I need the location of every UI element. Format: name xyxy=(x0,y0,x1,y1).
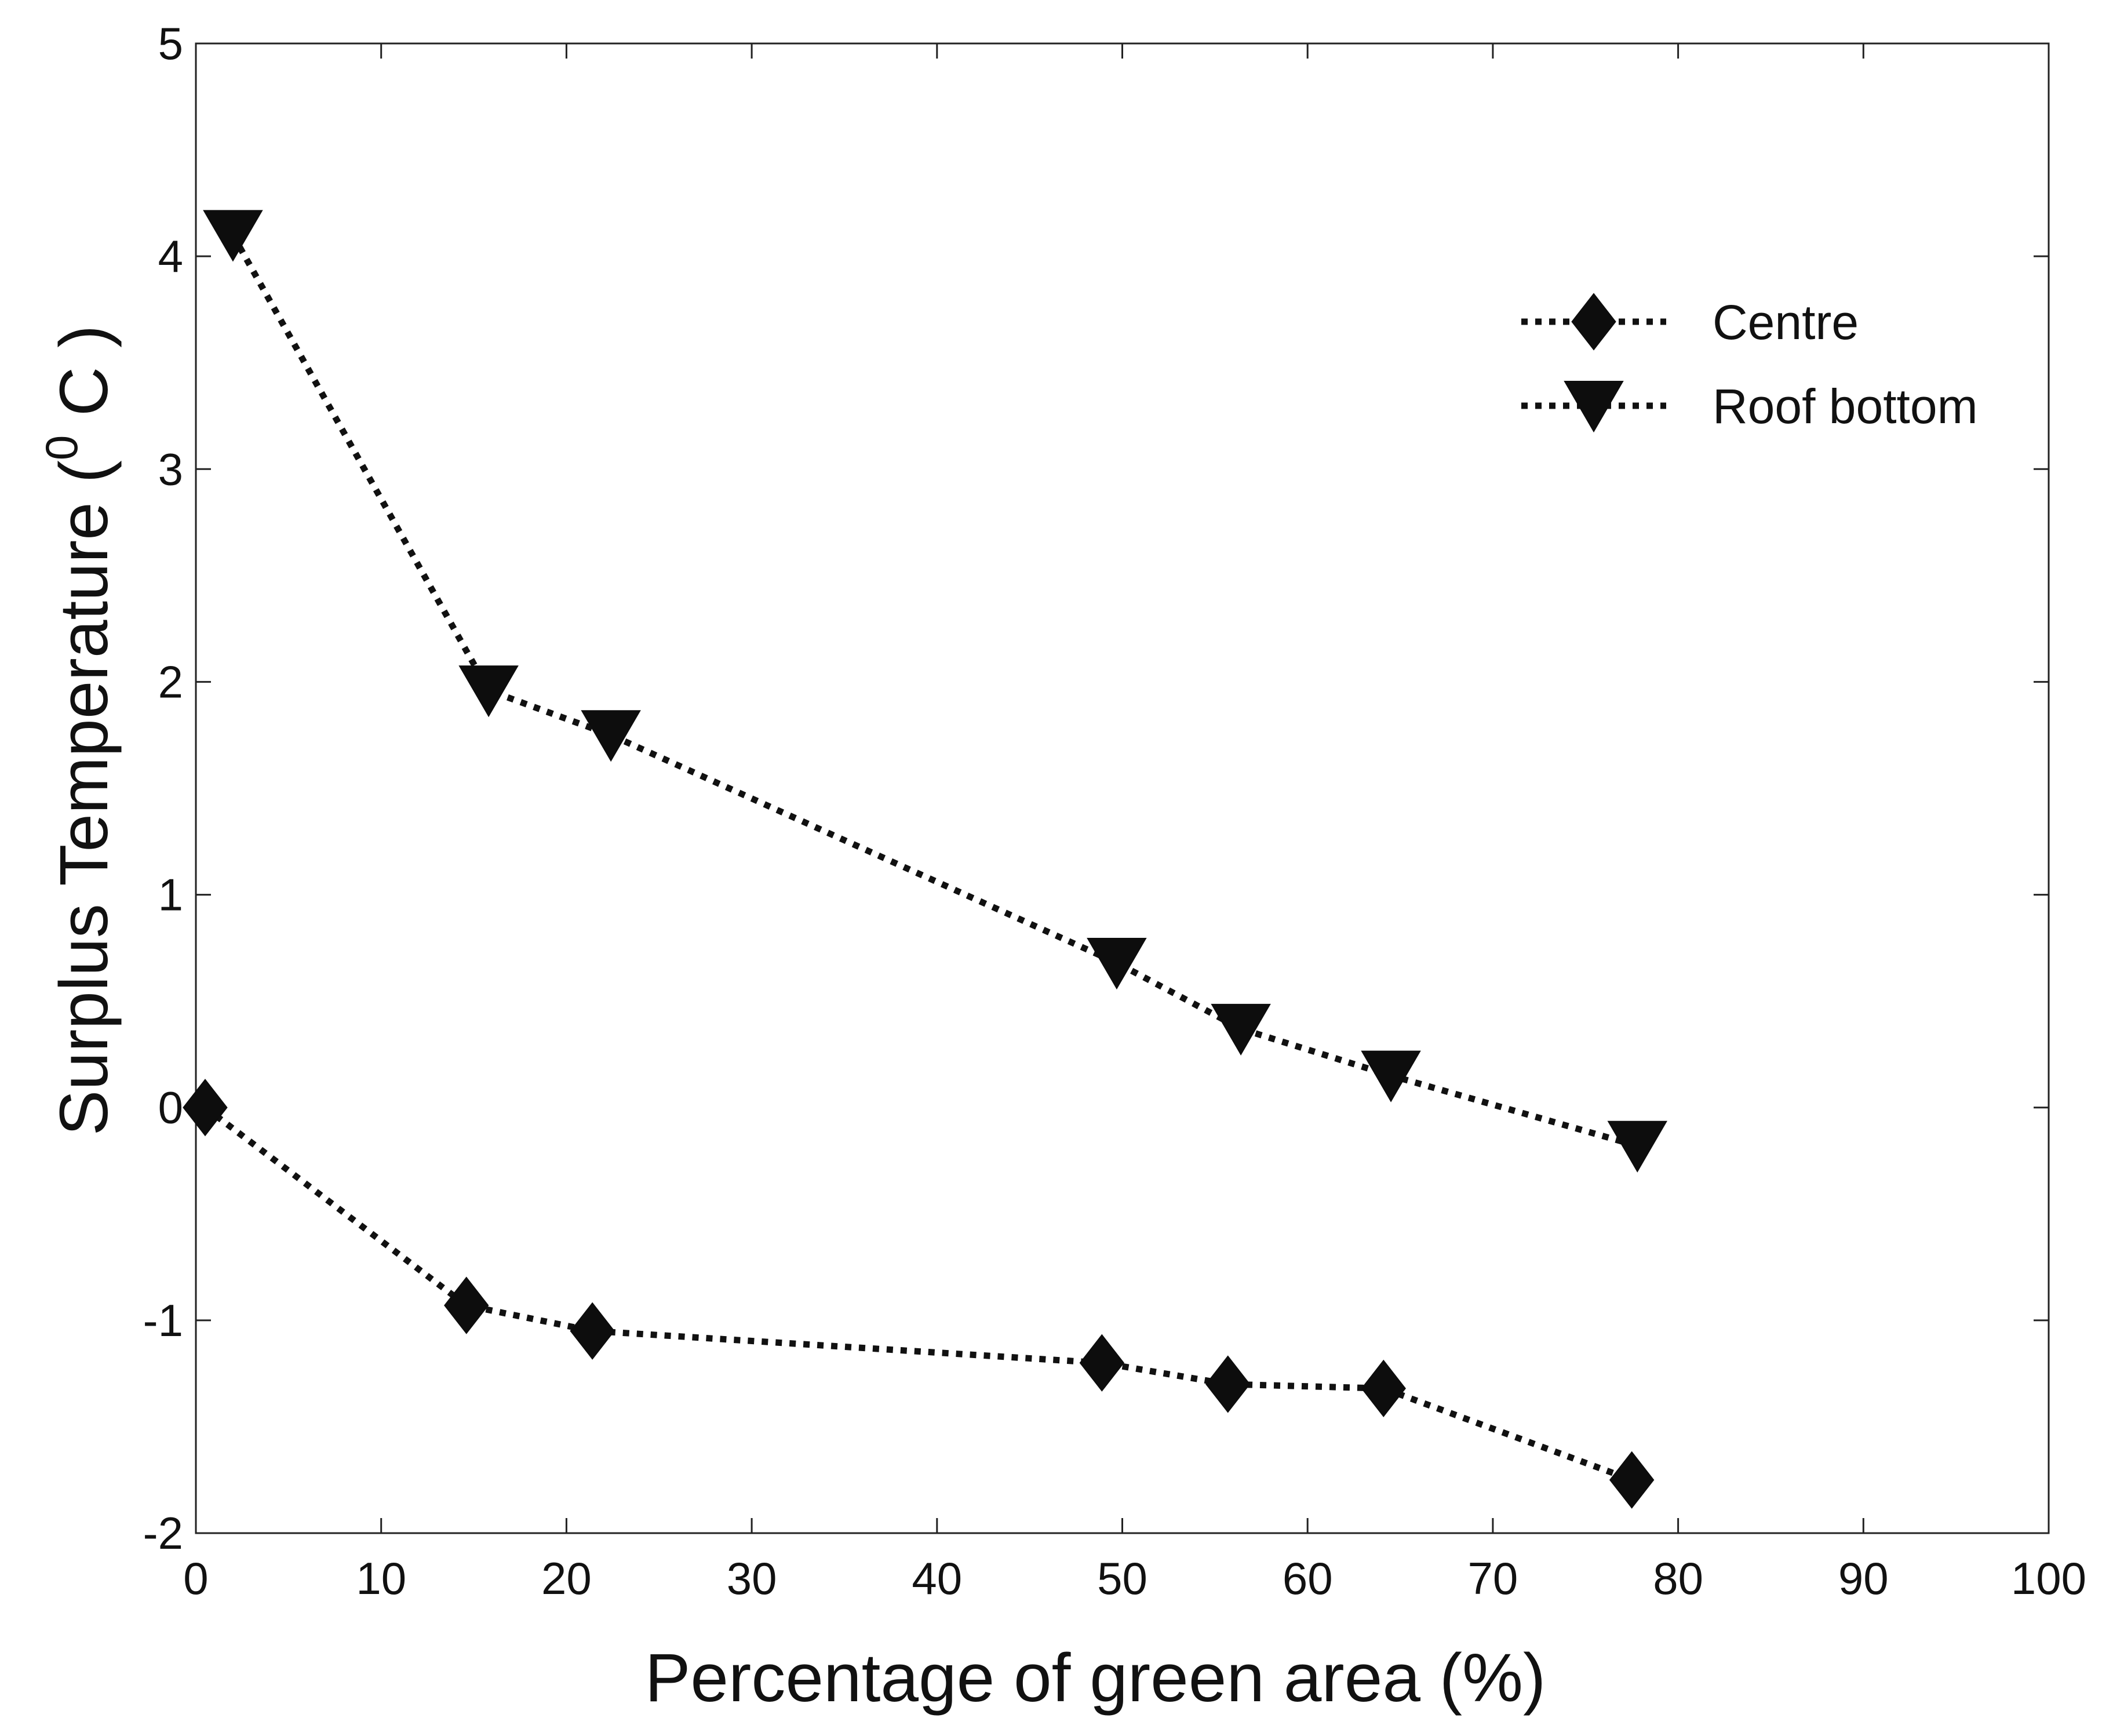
x-tick-label: 100 xyxy=(2011,1553,2086,1604)
y-axis-title-superscript: 0 xyxy=(36,435,87,460)
legend-label-centre: Centre xyxy=(1713,295,1859,350)
x-tick-label: 10 xyxy=(356,1553,406,1604)
series-layer xyxy=(183,210,1668,1509)
x-tick-label: 0 xyxy=(183,1553,208,1604)
data-point-roof-bottom xyxy=(203,210,263,262)
y-axis-title-main: Surplus Temperature ( xyxy=(46,460,122,1136)
y-tick-label: 2 xyxy=(158,656,183,707)
y-tick-label: 3 xyxy=(158,443,183,494)
x-tick-label: 90 xyxy=(1838,1553,1889,1604)
data-point-centre xyxy=(444,1276,489,1334)
series-roof-bottom xyxy=(203,210,1668,1173)
series-line-roof-bottom xyxy=(230,233,1638,1149)
data-point-roof-bottom xyxy=(1211,1003,1271,1056)
y-tick-label: -2 xyxy=(143,1508,183,1559)
data-point-centre xyxy=(1205,1355,1251,1413)
x-tick-label: 20 xyxy=(541,1553,592,1604)
x-tick-label: 80 xyxy=(1653,1553,1703,1604)
y-tick-label: 5 xyxy=(158,18,183,69)
series-centre xyxy=(183,1079,1655,1509)
data-point-roof-bottom xyxy=(1087,938,1147,990)
data-point-centre xyxy=(1079,1334,1125,1392)
x-tick-label: 70 xyxy=(1468,1553,1518,1604)
data-point-roof-bottom xyxy=(581,710,641,762)
data-point-centre xyxy=(1609,1451,1655,1509)
data-point-roof-bottom xyxy=(1607,1120,1668,1173)
legend-entry-centre: Centre xyxy=(1521,293,1859,351)
y-axis-title-tail: C ) xyxy=(46,325,122,435)
legend: Centre Roof bottom xyxy=(1521,293,1978,434)
data-point-centre xyxy=(1361,1359,1406,1417)
y-tick-label: 0 xyxy=(158,1082,183,1133)
y-tick-label: 4 xyxy=(158,231,183,282)
x-tick-label: 30 xyxy=(727,1553,777,1604)
legend-marker-roof-bottom xyxy=(1564,381,1624,433)
y-tick-label: -1 xyxy=(143,1295,183,1346)
legend-label-roof-bottom: Roof bottom xyxy=(1713,379,1978,434)
x-tick-label: 60 xyxy=(1283,1553,1333,1604)
series-line-centre xyxy=(203,1105,1633,1483)
y-tick-label: 1 xyxy=(158,869,183,920)
data-point-centre xyxy=(570,1302,615,1360)
data-point-roof-bottom xyxy=(458,665,519,718)
legend-entry-roof-bottom: Roof bottom xyxy=(1521,379,1978,434)
x-axis-title: Percentage of green area (%) xyxy=(645,1640,1546,1716)
x-tick-label: 50 xyxy=(1097,1553,1147,1604)
y-axis-title: Surplus Temperature (0 C ) xyxy=(36,325,122,1136)
data-point-roof-bottom xyxy=(1361,1050,1421,1102)
x-tick-label: 40 xyxy=(912,1553,962,1604)
data-point-centre xyxy=(183,1079,228,1137)
axis-ticks: 0 10 20 30 40 50 60 70 80 90 100 -2 -1 0 1 2 3 4 5 xyxy=(143,18,2086,1604)
legend-marker-centre xyxy=(1571,293,1616,351)
